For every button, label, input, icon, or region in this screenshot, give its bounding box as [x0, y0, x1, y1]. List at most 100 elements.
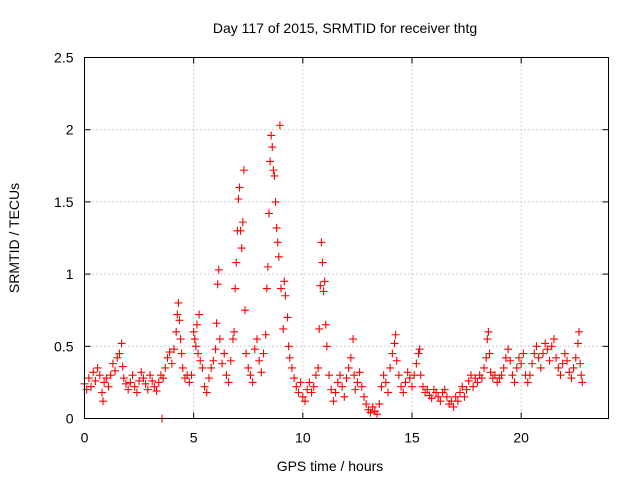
data-point: [252, 335, 261, 344]
data-point: [311, 371, 320, 380]
data-point: [263, 262, 272, 271]
data-point: [462, 385, 471, 394]
data-point: [195, 310, 204, 319]
data-point: [456, 388, 465, 397]
data-point: [262, 284, 271, 293]
data-point: [319, 287, 328, 296]
data-point: [560, 349, 569, 358]
data-point: [541, 339, 550, 348]
data-point: [545, 356, 554, 365]
data-point: [284, 342, 293, 351]
data-point: [234, 195, 243, 204]
data-point: [152, 387, 161, 396]
data-point: [296, 378, 305, 387]
data-point: [375, 400, 384, 409]
data-point: [321, 320, 330, 329]
data-point: [558, 359, 567, 368]
data-point: [167, 359, 176, 368]
data-point: [218, 359, 227, 368]
data-point: [483, 335, 492, 344]
y-tick-label: 2.5: [54, 50, 74, 66]
data-point: [320, 277, 329, 286]
data-point: [333, 378, 342, 387]
data-point: [504, 345, 513, 354]
data-point: [132, 388, 141, 397]
data-point: [259, 349, 268, 358]
data-point: [576, 359, 585, 368]
data-point: [267, 131, 276, 140]
data-point: [111, 366, 120, 375]
y-tick-label: 1: [66, 266, 74, 282]
data-point: [271, 197, 280, 206]
data-point: [482, 353, 491, 362]
data-point: [327, 385, 336, 394]
data-point: [283, 313, 292, 322]
data-point: [357, 382, 366, 391]
data-point: [552, 353, 561, 362]
data-point: [554, 363, 563, 372]
data-point: [231, 284, 240, 293]
data-point: [390, 339, 399, 348]
data-point: [242, 349, 251, 358]
data-point: [399, 388, 408, 397]
data-point: [556, 371, 565, 380]
data-point: [207, 363, 216, 372]
data-point: [355, 368, 364, 377]
data-point: [194, 349, 203, 358]
data-point: [519, 349, 528, 358]
data-point: [317, 238, 326, 247]
data-point: [307, 388, 316, 397]
data-point: [255, 356, 264, 365]
data-point: [274, 252, 283, 261]
x-axis-label: GPS time / hours: [277, 458, 384, 474]
y-tick-label: 0: [66, 411, 74, 427]
data-point: [161, 363, 170, 372]
data-point: [510, 378, 519, 387]
data-point: [460, 392, 469, 401]
data-point: [569, 363, 578, 372]
plot-frame: [84, 57, 609, 419]
x-tick-label: 20: [513, 430, 529, 446]
data-point: [412, 359, 421, 368]
data-point: [315, 324, 324, 333]
data-point: [89, 368, 98, 377]
data-point: [528, 359, 537, 368]
data-point: [351, 385, 360, 394]
data-point: [547, 342, 556, 351]
data-point: [563, 356, 572, 365]
data-point: [440, 385, 449, 394]
data-point: [416, 371, 425, 380]
data-point: [575, 327, 584, 336]
data-point: [301, 397, 310, 406]
data-point: [280, 277, 289, 286]
data-point: [266, 157, 275, 166]
data-point: [130, 382, 139, 391]
data-point: [508, 371, 517, 380]
data-point: [200, 382, 209, 391]
data-point: [118, 362, 127, 371]
data-point: [497, 371, 506, 380]
x-tick-label: 15: [404, 430, 420, 446]
data-point: [163, 353, 172, 362]
data-point: [209, 356, 218, 365]
data-point: [102, 374, 111, 383]
grid-lines: [84, 57, 609, 419]
data-point: [309, 382, 318, 391]
data-point: [191, 342, 200, 351]
data-point: [401, 378, 410, 387]
data-point: [104, 382, 113, 391]
data-point: [469, 382, 478, 391]
data-point: [159, 374, 168, 383]
data-point: [230, 327, 239, 336]
data-point: [335, 371, 344, 380]
data-point: [172, 327, 181, 336]
data-point: [141, 379, 150, 388]
data-point: [228, 335, 237, 344]
data-point: [350, 371, 359, 380]
data-point: [506, 356, 515, 365]
data-point: [121, 379, 130, 388]
data-point: [235, 183, 244, 192]
data-point: [473, 378, 482, 387]
data-point: [418, 382, 427, 391]
data-point: [303, 385, 312, 394]
